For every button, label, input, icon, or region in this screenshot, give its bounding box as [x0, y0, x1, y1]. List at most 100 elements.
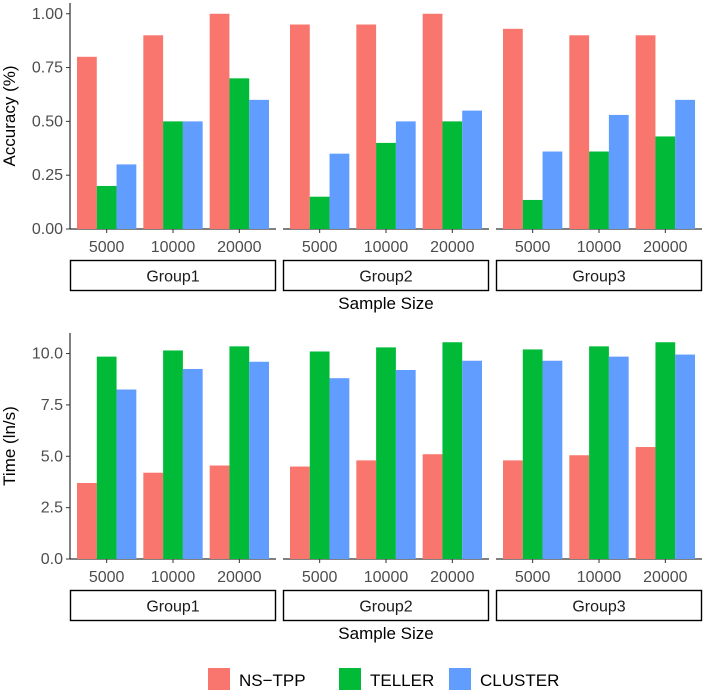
- legend-label-teller: TELLER: [370, 671, 434, 690]
- facet-group1: 5000 10000 20000 Group1: [69, 346, 277, 622]
- y-tick-label: 0.75: [32, 60, 63, 77]
- bar-nstpp-group1-20000: [209, 465, 230, 559]
- bar-teller-group2-20000: [442, 342, 463, 559]
- bar-nstpp-group2-20000: [422, 13, 443, 230]
- y-axis-title: Time (ln/s): [0, 406, 19, 486]
- bar-teller-group2-10000: [376, 142, 396, 229]
- y-tick-label: 7.5: [41, 397, 63, 414]
- legend-swatch-teller: [339, 668, 361, 690]
- bar-cluster-group2-20000: [462, 110, 482, 229]
- x-tick-label: 5000: [302, 239, 338, 256]
- bar-teller-group2-5000: [309, 351, 330, 559]
- legend-label-nstpp: NS−TPP: [239, 671, 306, 690]
- facet-strip-label: Group3: [572, 269, 625, 286]
- bar-cluster-group3-10000: [608, 114, 629, 229]
- chart-row-2: 0.0 2.5 5.0 7.5 10.0 Time (ln/s) 5000 10000 2000…: [0, 333, 703, 643]
- chart-panels: 0.00 0.25 0.50 0.75 1.00 Accuracy (%) 5000 1000…: [0, 3, 703, 643]
- x-tick-label: 5000: [515, 569, 551, 586]
- bar-cluster-group1-10000: [182, 121, 203, 229]
- bar-nstpp-group2-10000: [356, 460, 377, 559]
- facet-strip-label: Group2: [359, 269, 412, 286]
- facet-strip-label: Group3: [572, 599, 625, 616]
- x-tick-label: 10000: [151, 569, 196, 586]
- x-tick-label: 10000: [364, 239, 409, 256]
- x-tick-label: 10000: [151, 239, 196, 256]
- x-tick-label: 20000: [217, 239, 262, 256]
- facet-strip-label: Group1: [146, 599, 199, 616]
- facet-strip-label: Group1: [146, 269, 199, 286]
- bar-cluster-group2-5000: [329, 378, 350, 559]
- bar-nstpp-group2-20000: [422, 454, 443, 559]
- bar-cluster-group1-20000: [249, 99, 269, 229]
- bar-teller-group1-20000: [229, 346, 250, 559]
- x-tick-label: 20000: [643, 569, 688, 586]
- bar-nstpp-group1-20000: [209, 13, 230, 230]
- facet-strip-label: Group2: [359, 599, 412, 616]
- x-tick-label: 10000: [577, 569, 622, 586]
- bar-teller-group3-20000: [655, 342, 676, 559]
- bar-cluster-group3-5000: [542, 360, 563, 559]
- bar-teller-group3-10000: [589, 151, 609, 229]
- bar-cluster-group1-10000: [182, 368, 203, 559]
- bar-teller-group2-5000: [309, 196, 330, 229]
- y-tick-label: 0.50: [32, 113, 63, 130]
- x-tick-label: 20000: [217, 569, 262, 586]
- facet-group3: 5000 10000 20000 Group3: [495, 28, 703, 292]
- bar-cluster-group3-10000: [608, 356, 629, 559]
- bar-nstpp-group3-5000: [503, 460, 523, 559]
- bar-nstpp-group1-10000: [143, 472, 164, 559]
- bar-nstpp-group3-5000: [503, 28, 523, 230]
- bar-nstpp-group1-5000: [77, 56, 97, 229]
- facet-strip: [495, 589, 703, 622]
- bar-teller-group1-20000: [229, 78, 250, 229]
- bar-nstpp-group2-5000: [290, 466, 310, 559]
- bar-nstpp-group1-10000: [143, 35, 164, 230]
- y-axis-title: Accuracy (%): [0, 65, 19, 166]
- bar-cluster-group3-20000: [675, 99, 695, 229]
- bar-teller-group1-5000: [96, 356, 117, 559]
- bar-cluster-group3-20000: [675, 354, 695, 559]
- x-tick-label: 10000: [364, 569, 409, 586]
- facet-group2: 5000 10000 20000 Group2: [282, 342, 490, 622]
- legend: NS−TPP TELLER CLUSTER: [208, 668, 559, 690]
- bar-teller-group3-5000: [522, 349, 543, 559]
- bar-cluster-group2-10000: [395, 121, 416, 229]
- x-tick-label: 5000: [89, 569, 125, 586]
- legend-swatch-nstpp: [208, 668, 230, 690]
- y-tick-label: 10.0: [32, 346, 63, 363]
- chart-row-1: 0.00 0.25 0.50 0.75 1.00 Accuracy (%) 5000 1000…: [0, 3, 703, 313]
- bar-nstpp-group3-10000: [569, 455, 590, 559]
- bar-cluster-group2-10000: [395, 369, 416, 559]
- facet-strip: [69, 589, 277, 622]
- bar-teller-group2-10000: [376, 347, 396, 559]
- facet-strip: [282, 259, 490, 292]
- y-tick-label: 2.5: [41, 500, 63, 517]
- bar-teller-group1-5000: [96, 185, 117, 229]
- legend-label-cluster: CLUSTER: [480, 671, 559, 690]
- legend-swatch-cluster: [449, 668, 471, 690]
- facet-group3: 5000 10000 20000 Group3: [495, 342, 703, 622]
- bar-cluster-group1-5000: [116, 389, 137, 559]
- x-tick-label: 20000: [430, 569, 475, 586]
- bar-nstpp-group1-5000: [77, 482, 97, 559]
- y-tick-label: 0.25: [32, 167, 63, 184]
- y-tick-label: 1.00: [32, 6, 63, 23]
- facet-group2: 5000 10000 20000 Group2: [282, 13, 490, 292]
- bar-teller-group1-10000: [163, 350, 183, 559]
- bar-nstpp-group3-20000: [635, 35, 656, 230]
- bar-cluster-group1-5000: [116, 164, 137, 229]
- x-axis-title: Sample Size: [338, 294, 433, 313]
- bar-cluster-group3-5000: [542, 151, 563, 229]
- y-tick-label: 5.0: [41, 448, 63, 465]
- x-axis-title: Sample Size: [338, 624, 433, 643]
- bar-teller-group3-20000: [655, 136, 676, 229]
- facet-group1: 5000 10000 20000 Group1: [69, 13, 277, 292]
- x-tick-label: 20000: [430, 239, 475, 256]
- x-tick-label: 5000: [302, 569, 338, 586]
- y-tick-label: 0.0: [41, 551, 63, 568]
- facet-strip: [282, 589, 490, 622]
- bar-cluster-group2-20000: [462, 360, 482, 559]
- x-tick-label: 20000: [643, 239, 688, 256]
- x-tick-label: 10000: [577, 239, 622, 256]
